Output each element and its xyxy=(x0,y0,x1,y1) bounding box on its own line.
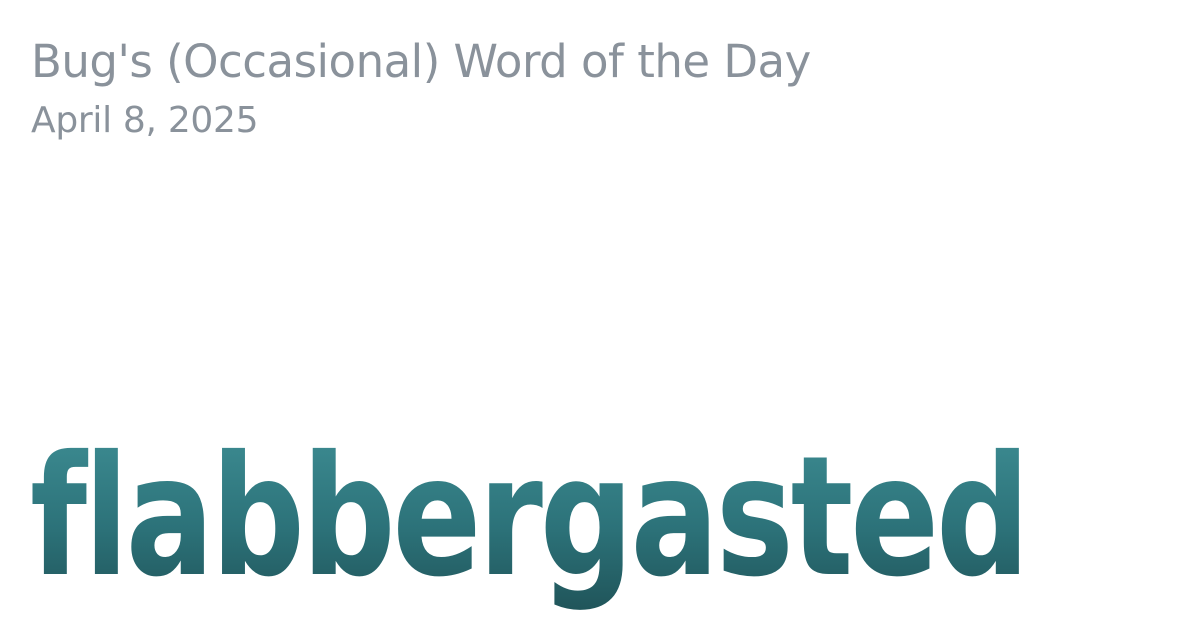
post-date: April 8, 2025 xyxy=(31,100,259,141)
site-title: Bug's (Occasional) Word of the Day xyxy=(31,35,811,88)
featured-word: flabbergasted xyxy=(30,418,1030,618)
